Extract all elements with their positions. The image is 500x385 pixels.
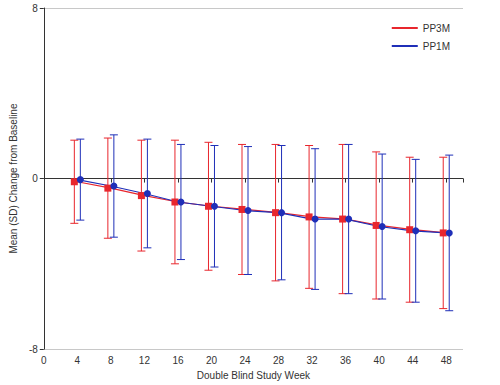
svg-text:36: 36 — [340, 355, 352, 366]
svg-text:PP1M: PP1M — [423, 41, 450, 52]
svg-text:32: 32 — [307, 355, 319, 366]
svg-text:4: 4 — [75, 355, 81, 366]
svg-text:24: 24 — [239, 355, 251, 366]
svg-text:Mean (SD) Change from Baseline: Mean (SD) Change from Baseline — [8, 103, 19, 254]
svg-text:8: 8 — [32, 3, 38, 14]
svg-text:16: 16 — [172, 355, 184, 366]
svg-text:8: 8 — [108, 355, 114, 366]
svg-text:-8: -8 — [29, 344, 38, 355]
svg-text:20: 20 — [206, 355, 218, 366]
svg-text:0: 0 — [32, 173, 38, 184]
svg-text:12: 12 — [139, 355, 151, 366]
svg-text:28: 28 — [273, 355, 285, 366]
svg-text:PP3M: PP3M — [423, 23, 450, 34]
svg-text:44: 44 — [407, 355, 419, 366]
svg-text:48: 48 — [441, 355, 453, 366]
svg-text:0: 0 — [41, 355, 47, 366]
svg-text:40: 40 — [374, 355, 386, 366]
svg-text:Double Blind Study Week: Double Blind Study Week — [197, 370, 311, 381]
